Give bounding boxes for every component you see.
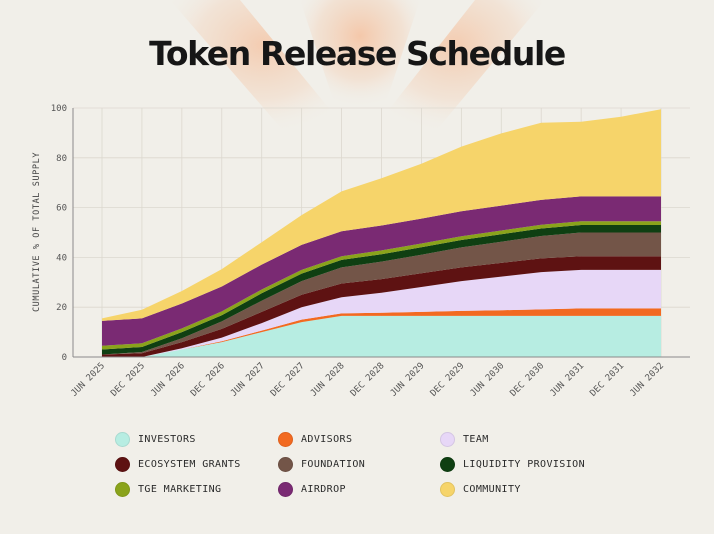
area-foundation bbox=[102, 232, 661, 355]
x-tick-label: DEC 2026 bbox=[189, 361, 227, 399]
area-advisors bbox=[102, 308, 661, 357]
y-tick-label: 0 bbox=[62, 353, 67, 363]
legend-label: TGE MARKETING bbox=[138, 483, 222, 495]
x-tick-label: JUN 2031 bbox=[549, 361, 587, 399]
x-tick-label: DEC 2025 bbox=[109, 361, 147, 399]
glow-left-shape bbox=[170, 0, 355, 150]
x-tick-label: DEC 2027 bbox=[269, 361, 307, 399]
legend-label: COMMUNITY bbox=[463, 483, 521, 495]
x-tick-label: JUN 2025 bbox=[69, 361, 107, 399]
glow-center-shape bbox=[300, 0, 420, 120]
x-tick-label: JUN 2029 bbox=[389, 361, 427, 399]
legend-item: ADVISORS bbox=[278, 430, 352, 448]
area-ecosystem-grants bbox=[102, 256, 661, 357]
x-tick-label: JUN 2026 bbox=[149, 361, 187, 399]
x-tick-label: DEC 2029 bbox=[429, 361, 467, 399]
area-liquidity-provision bbox=[102, 225, 661, 355]
legend-swatch bbox=[278, 456, 293, 472]
glow-right-shape bbox=[365, 0, 545, 150]
legend-label: LIQUIDITY PROVISION bbox=[463, 458, 585, 470]
x-tick-label: DEC 2030 bbox=[509, 361, 547, 399]
legend-item: LIQUIDITY PROVISION bbox=[440, 455, 585, 473]
legend-swatch bbox=[115, 431, 130, 447]
legend-label: AIRDROP bbox=[301, 483, 346, 495]
x-tick-labels: JUN 2025 DEC 2025 JUN 2026 DEC 2026 JUN 2027… bbox=[69, 361, 666, 399]
legend-item: INVESTORS bbox=[115, 430, 196, 448]
legend-swatch bbox=[278, 431, 293, 447]
legend-swatch bbox=[440, 481, 455, 497]
y-tick-label: 20 bbox=[56, 303, 67, 313]
legend-label: ECOSYSTEM GRANTS bbox=[138, 458, 241, 470]
x-tick-label: JUN 2027 bbox=[229, 361, 267, 399]
legend-item: TEAM bbox=[440, 430, 489, 448]
y-tick-label: 100 bbox=[51, 104, 67, 114]
legend-label: INVESTORS bbox=[138, 433, 196, 445]
x-tick-label: JUN 2030 bbox=[469, 361, 507, 399]
x-tick-label: DEC 2031 bbox=[588, 361, 626, 399]
y-tick-label: 80 bbox=[56, 154, 67, 164]
chart-axes bbox=[72, 108, 690, 358]
legend-item: ECOSYSTEM GRANTS bbox=[115, 455, 241, 473]
legend-swatch bbox=[115, 481, 130, 497]
legend-item: TGE MARKETING bbox=[115, 480, 221, 498]
legend-swatch bbox=[278, 481, 293, 497]
area-team bbox=[102, 269, 661, 357]
chart-title: Token Release Schedule bbox=[149, 34, 566, 73]
y-axis-title: CUMULATIVE % OF TOTAL SUPPLY bbox=[32, 152, 42, 312]
legend-label: FOUNDATION bbox=[301, 458, 366, 470]
x-tick-label: JUN 2032 bbox=[628, 361, 666, 399]
legend-label: TEAM bbox=[463, 433, 489, 445]
y-tick-label: 60 bbox=[56, 204, 67, 214]
legend-item: AIRDROP bbox=[278, 480, 346, 498]
legend-item: COMMUNITY bbox=[440, 480, 521, 498]
legend-label: ADVISORS bbox=[301, 433, 353, 445]
legend-swatch bbox=[440, 431, 455, 447]
legend-swatch bbox=[440, 456, 455, 472]
legend-item: FOUNDATION bbox=[278, 455, 365, 473]
x-tick-label: DEC 2028 bbox=[349, 361, 387, 399]
x-tick-label: JUN 2028 bbox=[309, 361, 347, 399]
legend-swatch bbox=[115, 456, 130, 472]
chart-legend: INVESTORS ADVISORS TEAM ECOSYSTEM GRANTS FOU… bbox=[115, 430, 635, 508]
area-community bbox=[102, 109, 661, 321]
y-tick-labels: 0 20 40 60 80 100 bbox=[51, 104, 67, 363]
y-tick-label: 40 bbox=[56, 253, 67, 263]
area-airdrop bbox=[102, 196, 661, 346]
area-investors bbox=[102, 315, 661, 357]
chart-series-areas bbox=[102, 109, 661, 357]
